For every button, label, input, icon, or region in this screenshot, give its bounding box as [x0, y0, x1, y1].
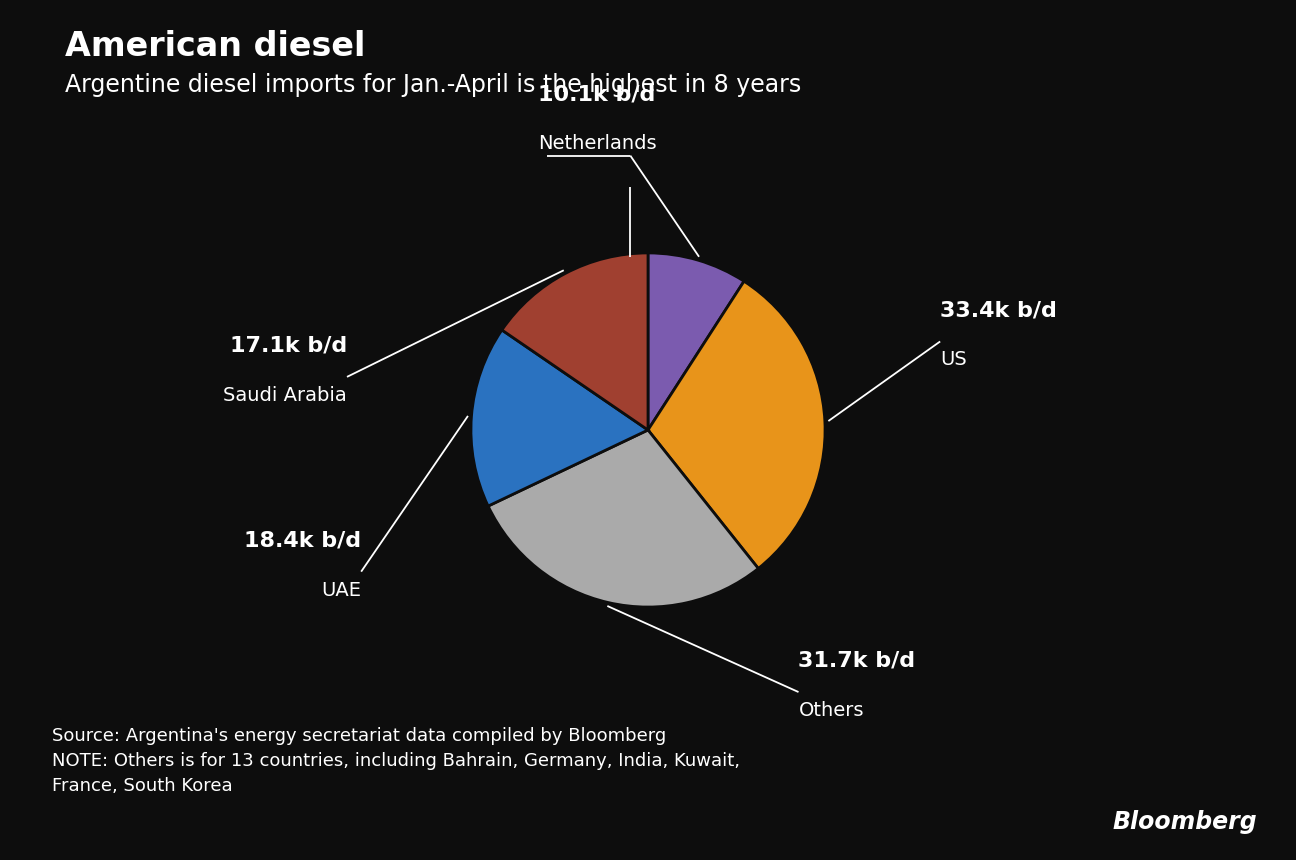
Text: 10.1k b/d: 10.1k b/d: [538, 84, 656, 104]
Text: Netherlands: Netherlands: [538, 134, 657, 153]
Text: Argentine diesel imports for Jan.-April is the highest in 8 years: Argentine diesel imports for Jan.-April …: [65, 73, 801, 97]
Text: 18.4k b/d: 18.4k b/d: [244, 531, 362, 550]
Text: Others: Others: [798, 701, 864, 720]
Wedge shape: [502, 253, 648, 430]
Text: Saudi Arabia: Saudi Arabia: [223, 386, 347, 405]
Wedge shape: [489, 430, 758, 607]
Text: 33.4k b/d: 33.4k b/d: [940, 300, 1058, 320]
Text: UAE: UAE: [321, 580, 362, 599]
Text: US: US: [940, 350, 967, 369]
Text: Source: Argentina's energy secretariat data compiled by Bloomberg
NOTE: Others i: Source: Argentina's energy secretariat d…: [52, 727, 740, 795]
Text: 17.1k b/d: 17.1k b/d: [229, 335, 347, 356]
Text: 31.7k b/d: 31.7k b/d: [798, 651, 916, 671]
Text: American diesel: American diesel: [65, 30, 365, 63]
Wedge shape: [648, 281, 826, 568]
Wedge shape: [470, 330, 648, 506]
Wedge shape: [648, 253, 744, 430]
Text: Bloomberg: Bloomberg: [1112, 810, 1257, 834]
